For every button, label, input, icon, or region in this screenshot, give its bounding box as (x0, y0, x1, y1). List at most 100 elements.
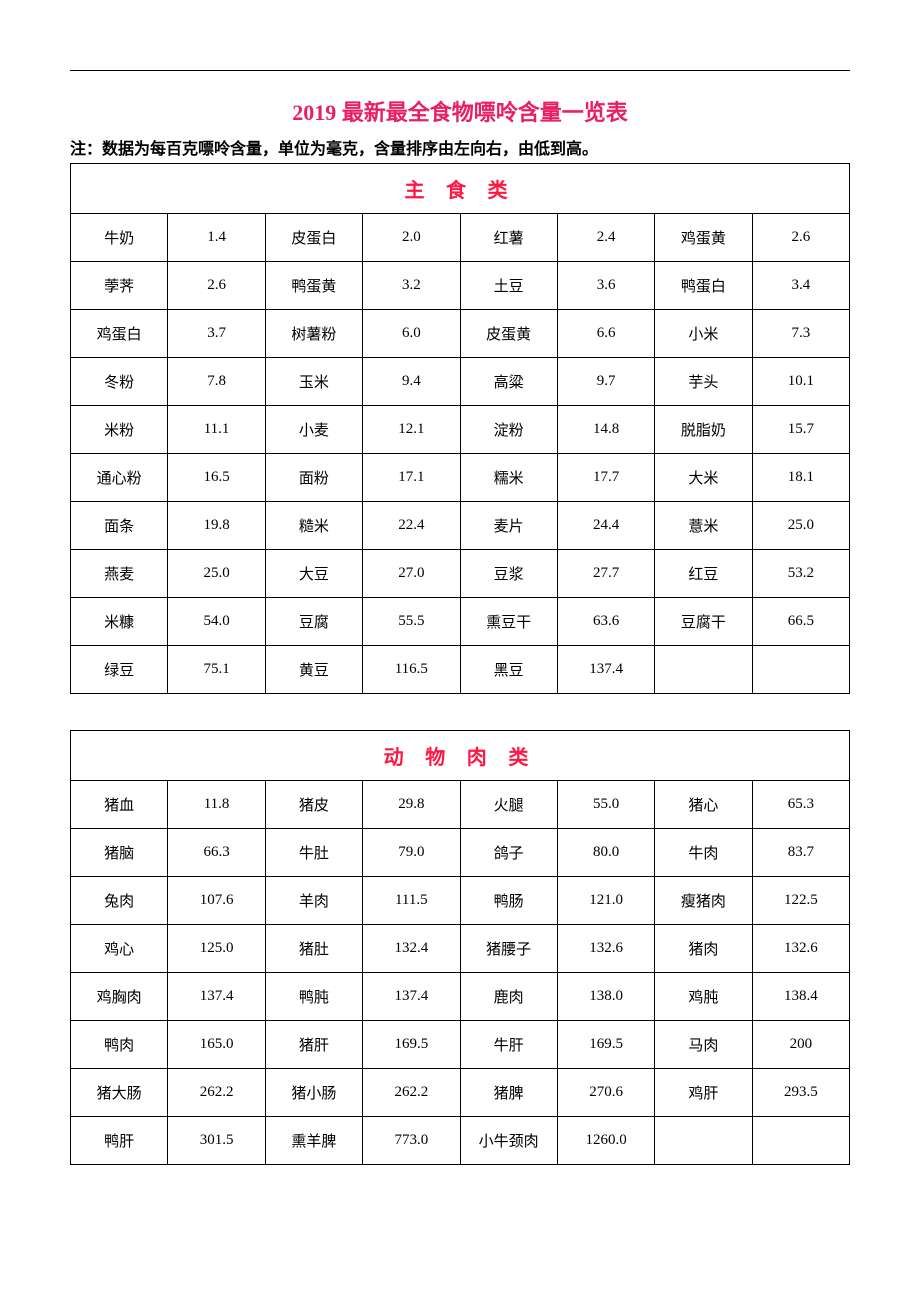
food-name-cell: 鸭肫 (265, 973, 362, 1021)
food-name-cell: 麦片 (460, 502, 557, 550)
food-value-cell: 125.0 (168, 925, 265, 973)
food-value-cell: 11.1 (168, 406, 265, 454)
food-value-cell: 132.4 (363, 925, 460, 973)
food-name-cell: 猪血 (71, 781, 168, 829)
food-value-cell: 29.8 (363, 781, 460, 829)
food-value-cell: 55.0 (557, 781, 654, 829)
food-value-cell: 2.0 (363, 214, 460, 262)
table-row: 鸡心125.0猪肚132.4猪腰子132.6猪肉132.6 (71, 925, 850, 973)
food-name-cell: 鸡蛋白 (71, 310, 168, 358)
food-value-cell: 3.7 (168, 310, 265, 358)
food-name-cell: 马肉 (655, 1021, 752, 1069)
food-name-cell: 鸡肫 (655, 973, 752, 1021)
food-name-cell: 鸡心 (71, 925, 168, 973)
table-row: 牛奶1.4皮蛋白2.0红薯2.4鸡蛋黄2.6 (71, 214, 850, 262)
food-name-cell (655, 646, 752, 694)
food-value-cell: 137.4 (363, 973, 460, 1021)
food-value-cell: 10.1 (752, 358, 849, 406)
food-name-cell: 豆浆 (460, 550, 557, 598)
food-value-cell: 18.1 (752, 454, 849, 502)
top-divider (70, 70, 850, 71)
food-value-cell: 14.8 (557, 406, 654, 454)
note-text: 注：数据为每百克嘌呤含量，单位为毫克，含量排序由左向右，由低到高。 (70, 135, 850, 159)
food-value-cell: 53.2 (752, 550, 849, 598)
food-name-cell: 米粉 (71, 406, 168, 454)
food-name-cell: 鸭蛋白 (655, 262, 752, 310)
food-name-cell: 鸭肠 (460, 877, 557, 925)
food-name-cell: 猪心 (655, 781, 752, 829)
table-row: 燕麦25.0大豆27.0豆浆27.7红豆53.2 (71, 550, 850, 598)
food-value-cell: 19.8 (168, 502, 265, 550)
food-value-cell: 111.5 (363, 877, 460, 925)
food-value-cell: 24.4 (557, 502, 654, 550)
food-name-cell: 熏羊脾 (265, 1117, 362, 1165)
table-row: 兔肉107.6羊肉111.5鸭肠121.0瘦猪肉122.5 (71, 877, 850, 925)
food-name-cell: 熏豆干 (460, 598, 557, 646)
food-value-cell: 65.3 (752, 781, 849, 829)
food-name-cell: 鸡肝 (655, 1069, 752, 1117)
table-row: 猪大肠262.2猪小肠262.2猪脾270.6鸡肝293.5 (71, 1069, 850, 1117)
food-value-cell: 27.7 (557, 550, 654, 598)
food-name-cell: 红豆 (655, 550, 752, 598)
food-name-cell: 黄豆 (265, 646, 362, 694)
food-name-cell: 荸荠 (71, 262, 168, 310)
food-name-cell: 鹿肉 (460, 973, 557, 1021)
food-value-cell: 79.0 (363, 829, 460, 877)
food-name-cell: 薏米 (655, 502, 752, 550)
food-name-cell: 鸭蛋黄 (265, 262, 362, 310)
food-name-cell: 淀粉 (460, 406, 557, 454)
food-name-cell: 面条 (71, 502, 168, 550)
section-header: 主 食 类 (71, 164, 850, 214)
food-name-cell: 猪肉 (655, 925, 752, 973)
food-value-cell: 25.0 (168, 550, 265, 598)
food-name-cell: 豆腐干 (655, 598, 752, 646)
food-name-cell: 牛肚 (265, 829, 362, 877)
food-name-cell: 大豆 (265, 550, 362, 598)
food-name-cell: 豆腐 (265, 598, 362, 646)
food-value-cell: 165.0 (168, 1021, 265, 1069)
food-value-cell: 66.3 (168, 829, 265, 877)
food-value-cell: 9.7 (557, 358, 654, 406)
food-value-cell: 3.6 (557, 262, 654, 310)
food-name-cell: 小麦 (265, 406, 362, 454)
food-value-cell: 7.3 (752, 310, 849, 358)
table-row: 米粉11.1小麦12.1淀粉14.8脱脂奶15.7 (71, 406, 850, 454)
food-value-cell: 27.0 (363, 550, 460, 598)
food-name-cell: 猪大肠 (71, 1069, 168, 1117)
food-name-cell: 黑豆 (460, 646, 557, 694)
food-value-cell: 169.5 (557, 1021, 654, 1069)
table-row: 米糠54.0豆腐55.5熏豆干63.6豆腐干66.5 (71, 598, 850, 646)
food-value-cell: 2.4 (557, 214, 654, 262)
table-row: 鸭肉165.0猪肝169.5牛肝169.5马肉200 (71, 1021, 850, 1069)
food-name-cell: 小米 (655, 310, 752, 358)
table-row: 猪血11.8猪皮29.8火腿55.0猪心65.3 (71, 781, 850, 829)
food-name-cell: 火腿 (460, 781, 557, 829)
food-value-cell: 293.5 (752, 1069, 849, 1117)
food-value-cell: 138.4 (752, 973, 849, 1021)
food-value-cell: 116.5 (363, 646, 460, 694)
table-row: 猪脑66.3牛肚79.0鸽子80.0牛肉83.7 (71, 829, 850, 877)
food-name-cell: 皮蛋黄 (460, 310, 557, 358)
food-name-cell: 红薯 (460, 214, 557, 262)
data-table: 动 物 肉 类猪血11.8猪皮29.8火腿55.0猪心65.3猪脑66.3牛肚7… (70, 730, 850, 1165)
table-row: 鸡蛋白3.7树薯粉6.0皮蛋黄6.6小米7.3 (71, 310, 850, 358)
food-value-cell: 3.2 (363, 262, 460, 310)
food-name-cell: 猪皮 (265, 781, 362, 829)
food-value-cell: 270.6 (557, 1069, 654, 1117)
food-value-cell: 55.5 (363, 598, 460, 646)
food-value-cell: 17.7 (557, 454, 654, 502)
food-name-cell: 大米 (655, 454, 752, 502)
food-value-cell: 16.5 (168, 454, 265, 502)
food-name-cell: 鸭肝 (71, 1117, 168, 1165)
food-name-cell: 绿豆 (71, 646, 168, 694)
table-row: 鸡胸肉137.4鸭肫137.4鹿肉138.0鸡肫138.4 (71, 973, 850, 1021)
food-value-cell: 3.4 (752, 262, 849, 310)
table-row: 通心粉16.5面粉17.1糯米17.7大米18.1 (71, 454, 850, 502)
food-name-cell: 土豆 (460, 262, 557, 310)
food-name-cell: 猪脑 (71, 829, 168, 877)
food-value-cell: 107.6 (168, 877, 265, 925)
food-value-cell: 22.4 (363, 502, 460, 550)
food-name-cell: 猪小肠 (265, 1069, 362, 1117)
food-value-cell: 169.5 (363, 1021, 460, 1069)
food-value-cell: 66.5 (752, 598, 849, 646)
